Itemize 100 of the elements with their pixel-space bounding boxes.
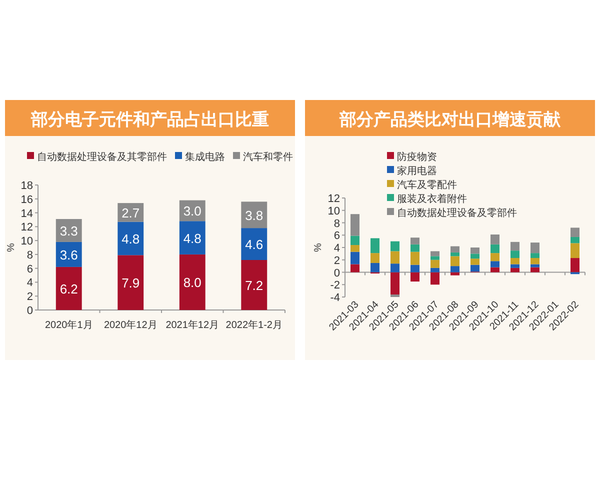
bar (430, 251, 440, 256)
bar (530, 267, 540, 272)
bar (490, 261, 500, 268)
bar (390, 251, 400, 264)
bar (510, 242, 520, 251)
bar (370, 238, 380, 254)
bar (118, 222, 144, 256)
x-tick-label: 2021年12月 (166, 319, 220, 331)
bar (490, 253, 500, 262)
bar (450, 246, 460, 252)
legend-label: 自动数据处理设备及其零部件 (37, 151, 167, 163)
data-label: 4.8 (183, 230, 202, 246)
data-label: 3.6 (60, 247, 78, 262)
bar (350, 252, 360, 264)
y-tick-label: 4 (334, 242, 340, 254)
data-label: 7.2 (245, 278, 264, 293)
y-tick-label: 12 (328, 193, 340, 205)
legend-label: 汽车和零件 (243, 151, 293, 163)
x-tick-label: 2020年12月 (104, 319, 158, 331)
bar (510, 264, 520, 268)
bar (570, 228, 580, 237)
bar (118, 255, 144, 310)
legend-label: 服装及衣着附件 (397, 193, 467, 205)
bar (430, 256, 440, 260)
bar (570, 243, 580, 258)
bar (570, 258, 580, 272)
data-label: 4.6 (245, 237, 264, 252)
bar (350, 236, 360, 246)
data-label: 6.2 (60, 281, 78, 296)
bar (370, 262, 380, 272)
bar (450, 256, 460, 266)
y-tick-label: 10 (328, 205, 340, 218)
bar (241, 228, 268, 260)
y-tick-label: 12 (20, 222, 33, 234)
y-tick-label: -2 (330, 280, 340, 292)
legend-label: 自动数据处理设备及零部件 (397, 207, 517, 219)
bar (410, 252, 420, 265)
bar (490, 267, 500, 272)
y-tick-label: -4 (330, 292, 340, 304)
legend-label: 家用电器 (397, 165, 437, 177)
bar (510, 268, 520, 272)
bar (430, 268, 440, 272)
bar (350, 245, 360, 252)
y-tick-label: 18 (20, 180, 33, 192)
bar (490, 244, 500, 254)
data-label: 8.0 (183, 275, 202, 290)
bar (470, 258, 480, 265)
bar (410, 264, 420, 272)
bar (470, 254, 480, 259)
y-tick-label: 8 (334, 218, 340, 230)
y-tick-label: 16 (20, 194, 33, 206)
bar (450, 266, 460, 272)
bar (530, 242, 540, 254)
bar (470, 264, 480, 272)
y-tick-label: 0 (334, 267, 340, 280)
y-tick-label: 6 (334, 230, 340, 242)
legend-label: 防疫物资 (397, 151, 437, 163)
bar (241, 260, 268, 310)
x-tick-label: 2020年1月 (44, 319, 93, 331)
data-label: 2.7 (122, 205, 140, 220)
bar (118, 203, 144, 222)
bar (450, 272, 460, 276)
bar (410, 272, 420, 282)
y-axis-title: % (313, 242, 324, 252)
legend-label: 汽车及零配件 (397, 179, 457, 191)
bar (390, 264, 400, 272)
data-label: 3.8 (245, 208, 264, 223)
bar (410, 244, 420, 252)
data-label: 7.9 (122, 276, 140, 291)
bar (179, 221, 206, 254)
y-tick-label: 14 (20, 208, 33, 220)
bar (530, 258, 540, 264)
bar (570, 236, 580, 244)
bar (179, 254, 206, 310)
bar (510, 258, 520, 264)
data-label: 3.0 (183, 204, 202, 219)
bar (390, 241, 400, 252)
x-tick-label: 2022年1-2月 (226, 319, 282, 331)
y-tick-label: 6 (26, 263, 33, 276)
bar (490, 234, 500, 244)
bar (56, 266, 82, 310)
bar (450, 252, 460, 256)
bar (430, 260, 440, 268)
y-tick-label: 8 (26, 249, 33, 262)
y-tick-label: 10 (20, 236, 33, 248)
bar (470, 248, 480, 254)
chart-title: 部分电子元件和产品占出口比重 (30, 110, 269, 129)
data-label: 4.8 (122, 231, 140, 246)
y-tick-label: 0 (26, 305, 33, 317)
data-label: 3.3 (60, 223, 78, 238)
bar (410, 238, 420, 244)
bar (430, 272, 440, 285)
y-axis-title: % (6, 242, 17, 252)
y-tick-label: 2 (26, 291, 33, 304)
bar (510, 250, 520, 258)
chart-title: 部分产品类比对出口增速贡献 (338, 110, 562, 129)
legend-label: 集成电路 (185, 151, 225, 163)
bar (350, 214, 360, 236)
bar (530, 253, 540, 258)
bar (390, 272, 400, 295)
